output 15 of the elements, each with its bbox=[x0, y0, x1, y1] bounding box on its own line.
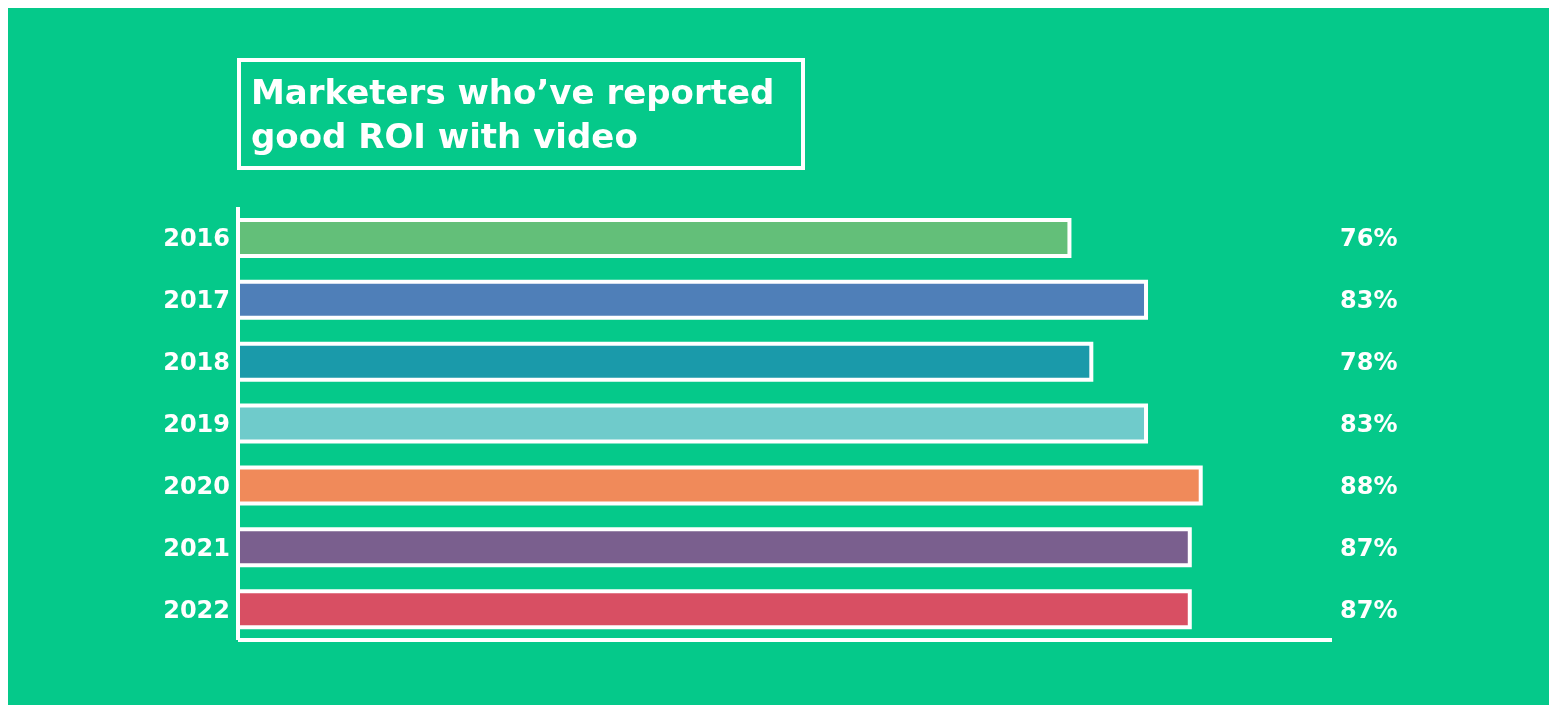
y-tick-label: 2022 bbox=[163, 595, 230, 624]
data-label: 83% bbox=[1340, 286, 1398, 315]
y-tick-label: 2020 bbox=[163, 471, 230, 500]
y-tick-label: 2019 bbox=[163, 410, 230, 439]
y-tick-label: 2017 bbox=[163, 286, 230, 315]
data-label: 78% bbox=[1340, 348, 1398, 377]
y-tick-label: 2018 bbox=[163, 348, 230, 377]
data-label: 76% bbox=[1340, 224, 1398, 253]
chart-title: Marketers who’ve reported good ROI with video bbox=[237, 58, 805, 170]
data-label: 83% bbox=[1340, 409, 1398, 438]
data-label: 87% bbox=[1340, 595, 1398, 624]
y-tick-label: 2021 bbox=[163, 533, 230, 562]
y-tick-label: 2016 bbox=[163, 224, 230, 253]
data-label: 87% bbox=[1340, 533, 1398, 562]
data-label: 88% bbox=[1340, 471, 1398, 500]
